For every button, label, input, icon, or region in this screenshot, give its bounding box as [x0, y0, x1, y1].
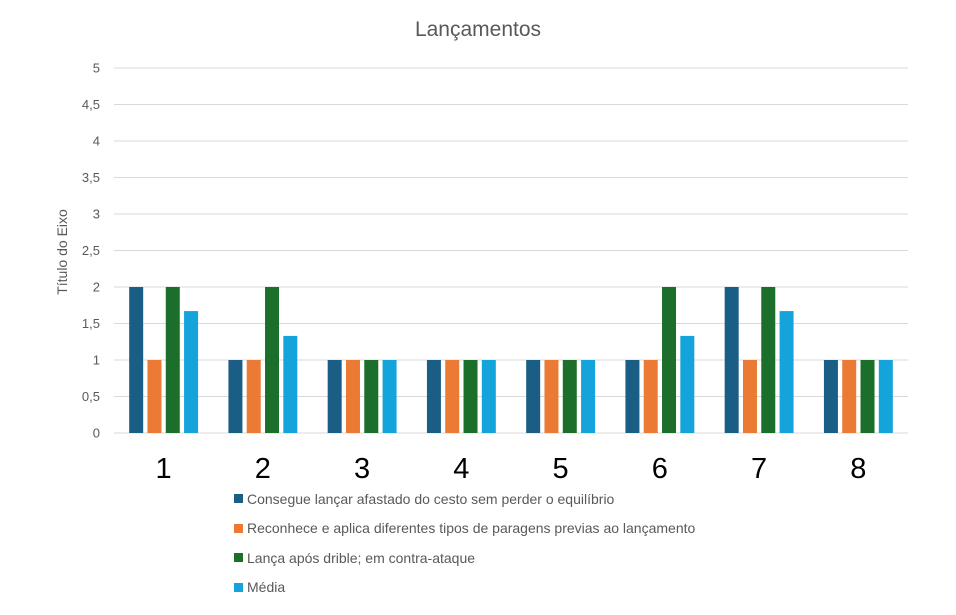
bar-6-series-4: [680, 335, 695, 433]
bar-8-series-4: [878, 360, 893, 433]
legend-label: Média: [247, 579, 286, 596]
bar-1-series-3: [165, 287, 180, 433]
bar-8-series-3: [860, 360, 875, 433]
legend-label: Lança após drible; em contra-ataque: [247, 549, 476, 566]
gridlines: [114, 67, 908, 434]
y-tick-label: 3,5: [82, 170, 100, 185]
bar-5-series-2: [544, 360, 559, 433]
bar-2-series-4: [283, 335, 298, 433]
x-tick-labels: 1 2 3 4 5 6 7 8: [156, 453, 867, 485]
bar-7-series-1: [724, 287, 739, 433]
bar-1-series-1: [129, 287, 144, 433]
legend-item: Reconhece e aplica diferentes tipos de p…: [234, 514, 695, 544]
x-tick-label: 3: [354, 453, 370, 485]
bar-3-series-1: [327, 360, 342, 433]
bar-3-series-4: [382, 360, 397, 433]
bar-4-series-3: [463, 360, 478, 433]
y-tick-label: 1,5: [82, 316, 100, 331]
legend-item: Consegue lançar afastado do cesto sem pe…: [234, 484, 695, 514]
bar-5-series-3: [562, 360, 577, 433]
legend-swatch: [234, 582, 243, 592]
legend-label: Reconhece e aplica diferentes tipos de p…: [247, 520, 696, 537]
bar-4-series-2: [445, 360, 460, 433]
bar-5-series-4: [581, 360, 596, 433]
bar-7-series-2: [742, 360, 757, 433]
bar-6-series-2: [643, 360, 658, 433]
bar-5-series-1: [526, 360, 541, 433]
bars: [129, 287, 893, 433]
x-tick-label: 6: [652, 453, 668, 485]
bar-1-series-2: [147, 360, 162, 433]
y-tick-label: 0,5: [82, 389, 100, 404]
y-tick-labels: 0 0,5 1 1,5 2 2,5 3 3,5 4 4,5 5: [82, 61, 100, 441]
bar-2-series-1: [228, 360, 243, 433]
y-tick-label: 4: [93, 134, 100, 149]
bar-2-series-2: [246, 360, 261, 433]
x-tick-label: 8: [850, 453, 866, 485]
y-tick-label: 4,5: [82, 97, 100, 112]
bar-2-series-3: [265, 287, 280, 433]
y-tick-label: 1: [93, 353, 100, 368]
bar-3-series-3: [364, 360, 379, 433]
legend: Consegue lançar afastado do cesto sem pe…: [234, 484, 695, 602]
y-tick-label: 3: [93, 207, 100, 222]
legend-item: Lança após drible; em contra-ataque: [234, 543, 695, 573]
bar-3-series-2: [345, 360, 360, 433]
legend-item: Média: [234, 573, 695, 603]
bar-7-series-4: [779, 311, 794, 433]
x-tick-label: 5: [553, 453, 569, 485]
bar-4-series-4: [481, 360, 496, 433]
bar-8-series-2: [842, 360, 857, 433]
bar-4-series-1: [426, 360, 441, 433]
y-tick-label: 2,5: [82, 243, 100, 258]
x-tick-label: 4: [453, 453, 469, 485]
x-tick-label: 7: [751, 453, 767, 485]
legend-swatch: [234, 553, 243, 563]
bar-7-series-3: [761, 287, 776, 433]
legend-swatch: [234, 494, 243, 504]
y-tick-label: 0: [93, 426, 100, 441]
legend-swatch: [234, 523, 243, 533]
y-tick-label: 5: [93, 61, 100, 76]
x-tick-label: 2: [255, 453, 271, 485]
y-tick-label: 2: [93, 280, 100, 295]
bar-6-series-1: [625, 360, 640, 433]
legend-label: Consegue lançar afastado do cesto sem pe…: [247, 490, 615, 507]
bar-6-series-3: [662, 287, 677, 433]
bar-1-series-4: [184, 311, 199, 433]
bar-8-series-1: [823, 360, 838, 433]
y-axis-label: Título do Eixo: [54, 209, 70, 295]
x-tick-label: 1: [156, 453, 172, 485]
chart-title: Lançamentos: [414, 18, 542, 41]
